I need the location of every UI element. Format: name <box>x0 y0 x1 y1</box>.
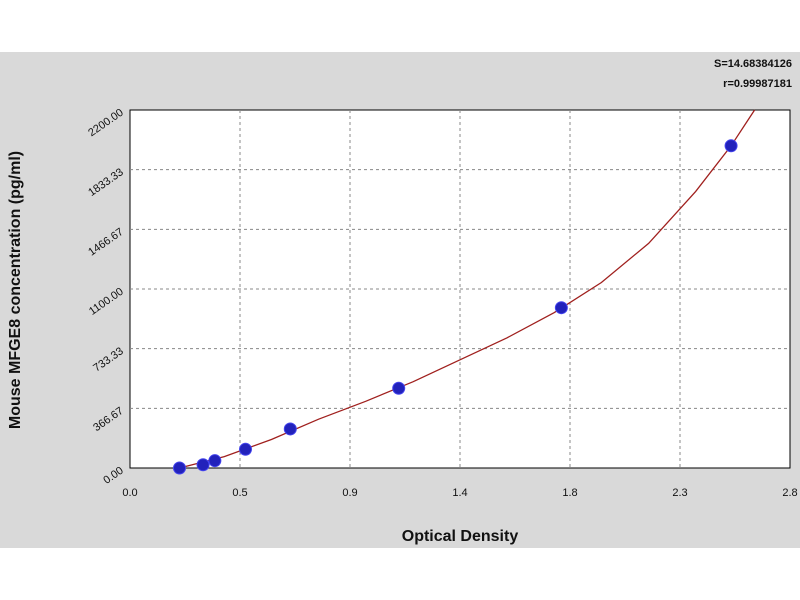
data-point <box>173 461 186 475</box>
x-axis-ticks: 0.0 0.5 0.9 1.4 1.8 2.3 2.8 <box>122 487 797 499</box>
y-tick-label: 2200.00 <box>86 107 125 140</box>
x-tick-label: 0.5 <box>232 487 247 499</box>
x-tick-label: 1.8 <box>562 487 577 499</box>
y-axis-ticks: 0.00 366.67 733.33 1100.00 1466.67 1833.33 220… <box>86 107 125 487</box>
y-axis-label: Mouse MFGE8 concentration (pg/ml) <box>7 151 24 429</box>
x-tick-label: 0.0 <box>122 487 137 499</box>
x-tick-label: 1.4 <box>452 487 467 499</box>
grid <box>130 110 790 468</box>
data-point <box>239 442 252 456</box>
y-tick-label: 1833.33 <box>86 166 125 199</box>
data-points <box>173 139 738 475</box>
y-tick-label: 366.67 <box>91 405 125 434</box>
x-axis-label: Optical Density <box>402 528 519 545</box>
x-tick-label: 2.8 <box>782 487 797 499</box>
data-point <box>554 301 568 315</box>
x-tick-label: 2.3 <box>672 487 687 499</box>
data-point <box>196 458 210 472</box>
y-tick-label: 0.00 <box>101 465 125 487</box>
r-statistic: r=0.99987181 <box>723 78 792 90</box>
x-tick-label: 0.9 <box>342 487 357 499</box>
data-point <box>724 139 738 153</box>
fit-curve-layer <box>179 109 756 468</box>
y-tick-label: 1466.67 <box>86 226 125 259</box>
y-tick-label: 733.33 <box>91 345 125 374</box>
fit-curve <box>179 109 756 468</box>
data-point <box>208 454 222 468</box>
s-statistic: S=14.68384126 <box>714 58 792 70</box>
y-tick-label: 1100.00 <box>87 286 126 318</box>
data-point <box>392 381 406 395</box>
data-point <box>283 422 297 436</box>
